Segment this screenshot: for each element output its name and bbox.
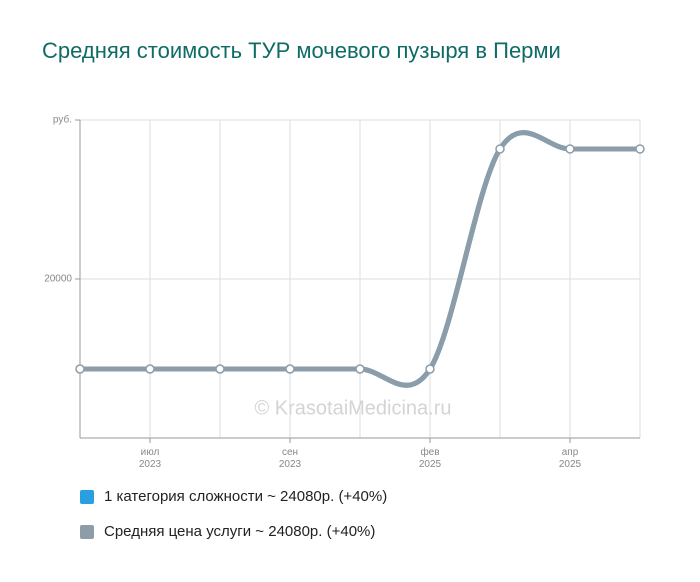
legend-label: 1 категория сложности ~ 24080р. (+40%)	[104, 488, 388, 505]
y-tick-label: руб.	[53, 114, 72, 126]
x-tick-label: фев 2025	[418, 447, 442, 470]
point	[355, 364, 365, 374]
legend-label: Средняя цена услуги ~ 24080р. (+40%)	[104, 523, 376, 540]
x-tick-label: сен 2023	[278, 447, 302, 470]
watermark: © KrasotaiMedicina.ru	[254, 397, 451, 419]
legend-swatch	[80, 524, 94, 539]
point	[75, 364, 85, 374]
legend-item: Средняя цена услуги ~ 24080р. (+40%)	[80, 523, 375, 540]
series-line	[77, 130, 643, 388]
point	[215, 364, 225, 374]
point	[145, 364, 155, 374]
y-tick-label: 20000	[44, 274, 72, 285]
x-tick-label: июл 2023	[138, 447, 162, 470]
point	[635, 144, 645, 154]
x-tick-label: апр 2025	[558, 447, 582, 470]
point	[565, 144, 575, 154]
point	[285, 364, 295, 374]
legend-swatch	[80, 489, 94, 504]
chart-title: Средняя стоимость ТУР мочевого пузыря в …	[42, 38, 561, 63]
legend-item: 1 категория сложности ~ 24080р. (+40%)	[80, 488, 387, 505]
point	[495, 144, 505, 154]
point	[425, 364, 435, 374]
